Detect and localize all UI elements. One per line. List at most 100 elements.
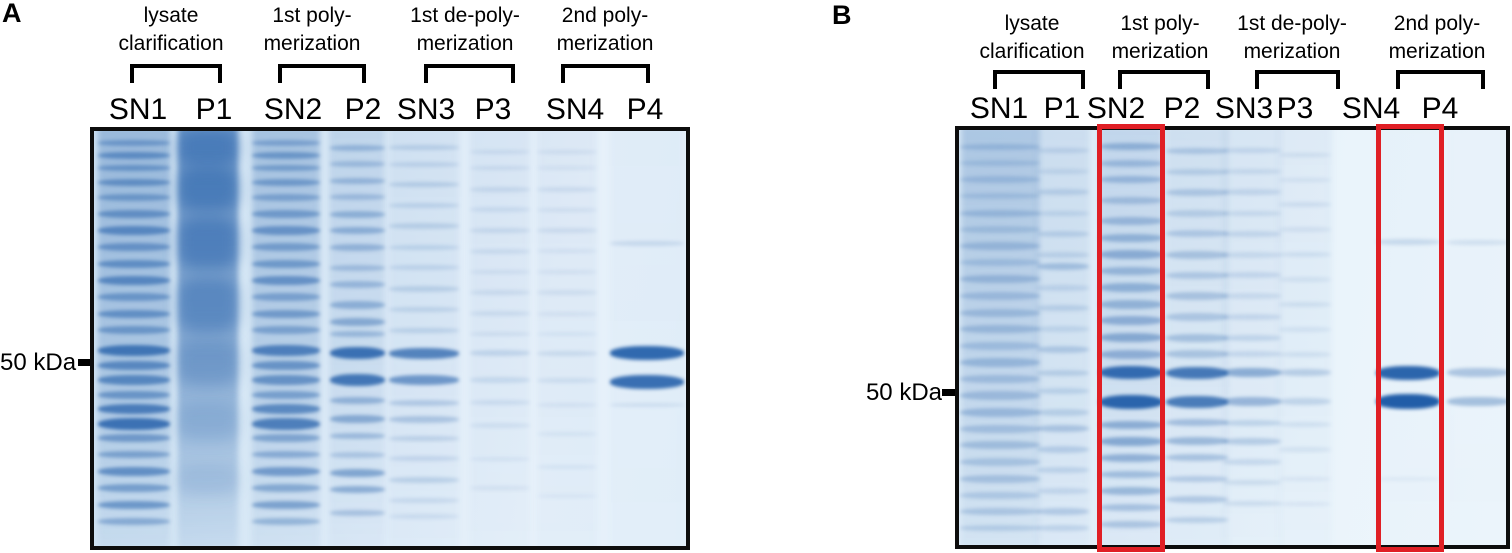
group-a-0-line1: lysate — [143, 4, 199, 27]
protein-band — [1099, 521, 1163, 528]
lane-smear-a-sn2 — [252, 131, 320, 546]
protein-band — [960, 193, 1040, 199]
gel-lane-a-sn4 — [537, 131, 597, 546]
protein-band — [178, 403, 238, 441]
protein-band — [1278, 153, 1332, 157]
protein-band — [470, 350, 530, 356]
protein-band — [1376, 394, 1440, 409]
protein-band — [1223, 148, 1281, 153]
group-a-3-line2: merization — [556, 32, 654, 55]
group-bracket-a-1 — [278, 64, 366, 83]
lane-label-a-p2: P2 — [344, 93, 382, 126]
protein-band — [1166, 367, 1228, 379]
protein-band — [388, 514, 460, 519]
protein-band — [1036, 305, 1090, 311]
lane-label-b-sn1: SN1 — [969, 92, 1029, 125]
protein-band — [1223, 420, 1281, 426]
protein-band — [251, 310, 321, 318]
protein-band — [960, 309, 1040, 317]
protein-band — [470, 457, 530, 461]
protein-band — [1278, 369, 1332, 376]
protein-band — [960, 210, 1040, 217]
protein-band — [1166, 396, 1228, 408]
protein-band — [1099, 316, 1163, 325]
lane-smear-a-sn4 — [537, 131, 597, 546]
protein-band — [470, 311, 530, 316]
protein-band — [388, 203, 460, 208]
protein-band — [1278, 202, 1332, 207]
protein-band — [1166, 148, 1228, 154]
protein-band — [1376, 366, 1440, 380]
protein-band — [470, 166, 530, 170]
lane-smear-a-p2 — [329, 131, 385, 546]
marker-label-b: 50 kDa — [865, 379, 942, 406]
group-bracket-b-3 — [1396, 70, 1485, 89]
protein-band — [251, 152, 321, 159]
lane-label-b-sn3: SN3 — [1214, 92, 1274, 125]
protein-band — [178, 217, 238, 269]
protein-band — [1099, 176, 1163, 183]
lane-smear-b-sn2 — [1099, 130, 1163, 545]
protein-band — [1166, 496, 1228, 503]
protein-band — [1099, 487, 1163, 495]
protein-band — [609, 241, 685, 246]
protein-band — [97, 375, 171, 385]
protein-band — [251, 260, 321, 268]
protein-band — [1099, 350, 1163, 359]
protein-band — [97, 434, 171, 442]
protein-band — [251, 210, 321, 218]
lane-label-a-p4: P4 — [626, 93, 664, 126]
protein-band — [1223, 189, 1281, 195]
protein-band — [1099, 143, 1163, 150]
lane-smear-b-sn1 — [961, 130, 1039, 545]
lane-smear-a-p3 — [470, 131, 530, 546]
gel-lane-a-sn3 — [388, 131, 460, 546]
protein-band — [178, 465, 238, 495]
lane-smear-b-sn3 — [1223, 130, 1281, 545]
protein-band — [470, 228, 530, 233]
protein-band — [537, 166, 597, 170]
gel-lane-a-p2 — [329, 131, 385, 546]
protein-band — [1036, 446, 1090, 453]
protein-band — [470, 187, 530, 192]
highlight-box-sn4 — [1376, 124, 1444, 552]
group-b-0-line1: lysate — [1004, 12, 1060, 35]
lane-label-a-sn3: SN3 — [396, 93, 456, 126]
marker-tick-a — [78, 359, 91, 366]
protein-band — [251, 140, 321, 146]
protein-band — [1036, 388, 1090, 394]
lane-smear-b-p2 — [1166, 130, 1228, 545]
protein-band — [537, 228, 597, 233]
protein-band — [470, 207, 530, 212]
protein-band — [388, 182, 460, 187]
protein-band — [251, 361, 321, 370]
protein-band — [1447, 240, 1506, 245]
protein-band — [329, 510, 385, 516]
gel-lane-b-p4 — [1447, 130, 1506, 545]
protein-band — [1447, 368, 1506, 377]
protein-band — [960, 176, 1040, 183]
protein-band — [1036, 346, 1090, 353]
protein-band — [97, 484, 171, 492]
group-bracket-a-3 — [561, 64, 650, 83]
panel-a-letter: A — [2, 0, 22, 28]
protein-band — [1036, 525, 1090, 531]
lane-label-b-p4: P4 — [1421, 92, 1459, 125]
gel-lane-a-sn2 — [251, 131, 321, 546]
protein-band — [1036, 231, 1090, 237]
protein-band — [1166, 313, 1228, 321]
protein-band — [537, 494, 597, 498]
lane-label-a-sn2: SN2 — [263, 93, 323, 126]
protein-band — [609, 346, 685, 360]
protein-band — [329, 469, 385, 477]
protein-band — [388, 456, 460, 461]
protein-band — [537, 351, 597, 356]
protein-band — [470, 332, 530, 336]
protein-band — [1166, 169, 1228, 175]
protein-band — [1099, 395, 1163, 409]
protein-band — [388, 348, 460, 359]
protein-band — [1166, 292, 1228, 300]
protein-band — [251, 165, 321, 171]
protein-band — [1099, 333, 1163, 342]
protein-band — [470, 290, 530, 295]
